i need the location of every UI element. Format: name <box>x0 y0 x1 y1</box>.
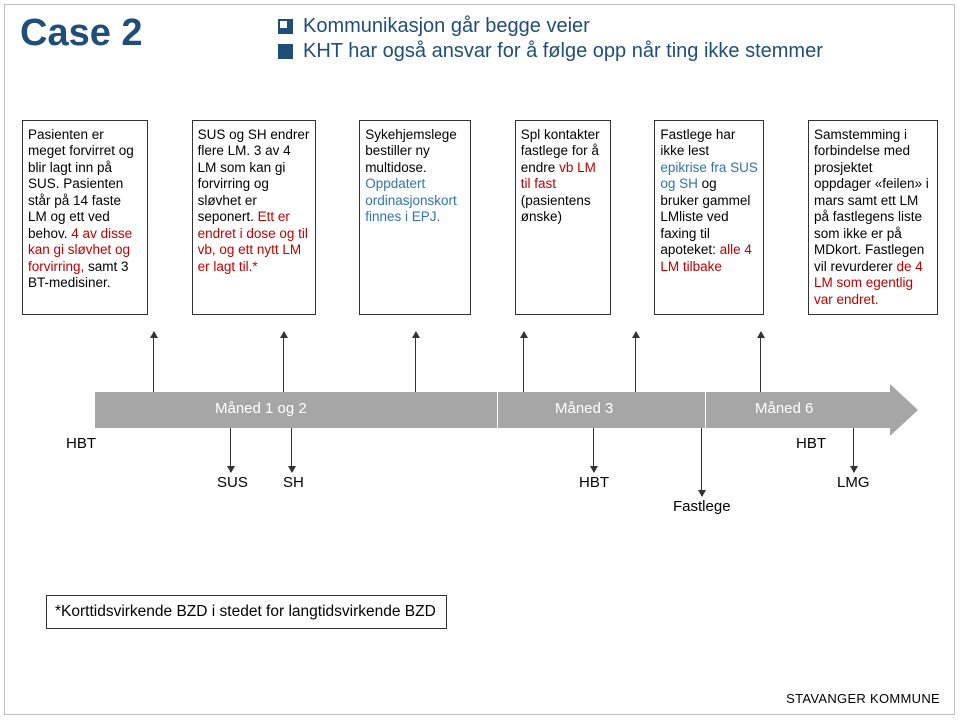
text-segment: SUS og SH endrer flere LM. 3 av 4 LM som… <box>198 127 310 224</box>
text-segment: Pasienten er meget forvirret og blir lag… <box>28 127 134 241</box>
connector-down <box>230 428 231 472</box>
timeline-separator <box>705 392 706 428</box>
text-segment: Fastlege har ikke lest <box>660 127 735 158</box>
connector-up <box>153 332 154 392</box>
bullet-1: Kommunikasjon går begge veier <box>278 14 878 39</box>
footnote-box: *Korttidsvirkende BZD i stedet for langt… <box>46 595 447 629</box>
bullet-square-icon <box>278 19 293 34</box>
timeline-arrowhead <box>890 384 918 436</box>
bullet-1-text: Kommunikasjon går begge veier <box>303 14 590 39</box>
actor-label: HBT <box>579 474 609 491</box>
text-box-b4: Spl kontakter fastlege for å endre vb LM… <box>515 120 611 315</box>
hbt-label: HBT <box>66 435 96 452</box>
connector-up <box>635 332 636 392</box>
timeline-period-label: Måned 1 og 2 <box>215 400 307 417</box>
actor-label: Fastlege <box>673 498 731 515</box>
text-box-b2: SUS og SH endrer flere LM. 3 av 4 LM som… <box>192 120 316 315</box>
text-segment: Samstemming i forbindelse med prosjektet… <box>814 127 929 274</box>
footnote-text: *Korttidsvirkende BZD i stedet for langt… <box>55 603 436 620</box>
text-box-b1: Pasienten er meget forvirret og blir lag… <box>22 120 148 315</box>
timeline-separator <box>497 392 498 428</box>
timeline-period-label: Måned 6 <box>755 400 813 417</box>
timeline-period-label: Måned 3 <box>555 400 613 417</box>
slide-title: Case 2 <box>20 12 143 55</box>
connector-up <box>760 332 761 392</box>
connector-up <box>415 332 416 392</box>
actor-label: SH <box>283 474 304 491</box>
connector-down <box>853 428 854 472</box>
connector-down <box>701 428 702 496</box>
actor-label: SUS <box>217 474 248 491</box>
footer-text: STAVANGER KOMMUNE <box>786 691 940 706</box>
bullet-square-icon <box>278 44 293 59</box>
boxes-row: Pasienten er meget forvirret og blir lag… <box>22 120 938 315</box>
bullet-2-text: KHT har også ansvar for å følge opp når … <box>303 39 823 64</box>
header-bullets: Kommunikasjon går begge veier KHT har og… <box>278 14 878 64</box>
text-box-b6: Samstemming i forbindelse med prosjektet… <box>808 120 938 315</box>
connector-down <box>593 428 594 472</box>
connector-down <box>291 428 292 472</box>
text-box-b5: Fastlege har ikke lest epikrise fra SUS … <box>654 120 764 315</box>
connector-up <box>283 332 284 392</box>
connector-up <box>523 332 524 392</box>
hbt-label: HBT <box>796 435 826 452</box>
bullet-2: KHT har også ansvar for å følge opp når … <box>278 39 878 64</box>
text-segment: (pasientens ønske) <box>521 193 591 224</box>
text-segment: Sykehjemslege bestiller ny multidose. <box>365 127 457 175</box>
text-box-b3: Sykehjemslege bestiller ny multidose. Op… <box>359 120 471 315</box>
timeline-arrow: Måned 1 og 2 Måned 3 Måned 6 <box>95 392 915 428</box>
actor-label: LMG <box>837 474 870 491</box>
text-segment: Oppdatert ordinasjonskort finnes i EPJ. <box>365 176 457 224</box>
